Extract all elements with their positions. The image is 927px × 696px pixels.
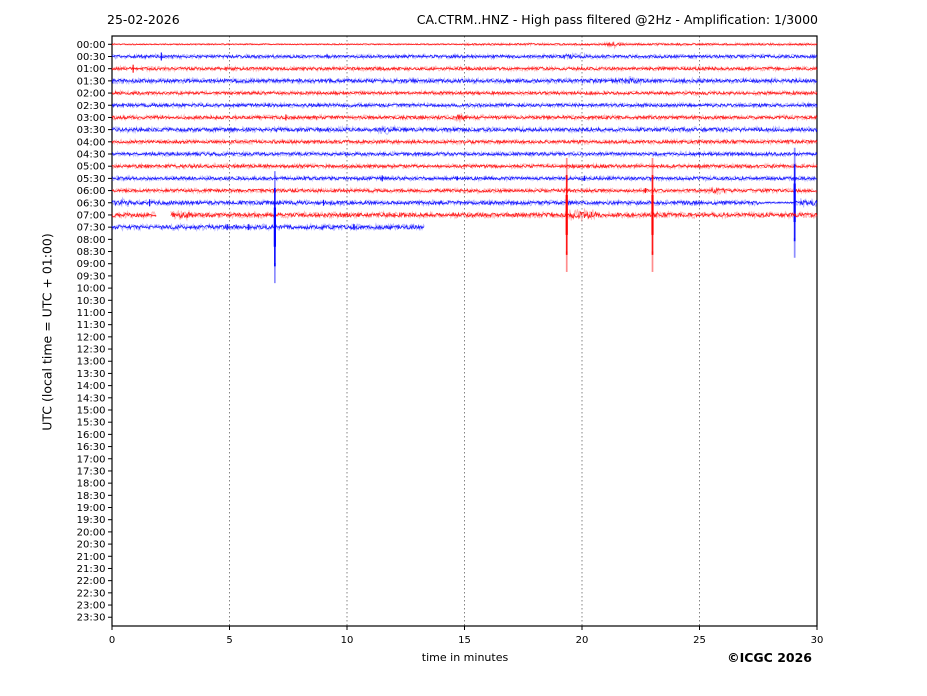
svg-text:00:30: 00:30 [77, 52, 106, 63]
svg-text:11:30: 11:30 [77, 320, 106, 331]
svg-text:02:30: 02:30 [77, 101, 106, 112]
svg-text:19:00: 19:00 [77, 503, 106, 514]
x-axis-label: time in minutes [421, 651, 509, 664]
svg-text:17:30: 17:30 [77, 466, 106, 477]
svg-text:20:00: 20:00 [77, 527, 106, 538]
svg-text:11:00: 11:00 [77, 308, 106, 319]
svg-text:07:00: 07:00 [77, 210, 106, 221]
svg-text:07:30: 07:30 [77, 223, 106, 234]
date-label: 25-02-2026 [107, 12, 180, 27]
svg-text:09:30: 09:30 [77, 271, 106, 282]
svg-text:10:30: 10:30 [77, 296, 106, 307]
svg-text:25: 25 [693, 635, 706, 646]
svg-text:15:30: 15:30 [77, 418, 106, 429]
svg-text:21:00: 21:00 [77, 552, 106, 563]
svg-text:21:30: 21:30 [77, 564, 106, 575]
svg-text:17:00: 17:00 [77, 454, 106, 465]
svg-text:15: 15 [458, 635, 471, 646]
svg-text:02:00: 02:00 [77, 89, 106, 100]
svg-text:03:00: 03:00 [77, 113, 106, 124]
svg-text:05:00: 05:00 [77, 162, 106, 173]
svg-text:09:00: 09:00 [77, 259, 106, 270]
svg-text:03:30: 03:30 [77, 125, 106, 136]
svg-text:14:00: 14:00 [77, 381, 106, 392]
svg-text:06:00: 06:00 [77, 186, 106, 197]
svg-text:5: 5 [226, 635, 232, 646]
svg-text:14:30: 14:30 [77, 393, 106, 404]
svg-text:18:00: 18:00 [77, 479, 106, 490]
svg-text:15:00: 15:00 [77, 406, 106, 417]
copyright-label: ©ICGC 2026 [727, 650, 812, 665]
svg-text:22:30: 22:30 [77, 588, 106, 599]
svg-text:00:00: 00:00 [77, 40, 106, 51]
svg-text:06:30: 06:30 [77, 198, 106, 209]
svg-text:18:30: 18:30 [77, 491, 106, 502]
svg-text:13:30: 13:30 [77, 369, 106, 380]
svg-text:08:00: 08:00 [77, 235, 106, 246]
svg-text:12:00: 12:00 [77, 332, 106, 343]
svg-text:16:30: 16:30 [77, 442, 106, 453]
svg-text:04:00: 04:00 [77, 137, 106, 148]
svg-text:08:30: 08:30 [77, 247, 106, 258]
svg-text:13:00: 13:00 [77, 357, 106, 368]
svg-text:05:30: 05:30 [77, 174, 106, 185]
svg-text:20: 20 [576, 635, 589, 646]
svg-text:01:30: 01:30 [77, 76, 106, 87]
svg-text:19:30: 19:30 [77, 515, 106, 526]
svg-text:01:00: 01:00 [77, 64, 106, 75]
plot-title: CA.CTRM..HNZ - High pass filtered @2Hz -… [416, 12, 818, 27]
svg-text:04:30: 04:30 [77, 150, 106, 161]
svg-text:23:00: 23:00 [77, 601, 106, 612]
svg-text:0: 0 [109, 635, 115, 646]
svg-text:22:00: 22:00 [77, 576, 106, 587]
svg-text:16:00: 16:00 [77, 430, 106, 441]
svg-text:23:30: 23:30 [77, 613, 106, 624]
svg-text:10: 10 [341, 635, 354, 646]
svg-text:30: 30 [811, 635, 824, 646]
svg-text:12:30: 12:30 [77, 345, 106, 356]
svg-text:20:30: 20:30 [77, 540, 106, 551]
svg-text:10:00: 10:00 [77, 284, 106, 295]
